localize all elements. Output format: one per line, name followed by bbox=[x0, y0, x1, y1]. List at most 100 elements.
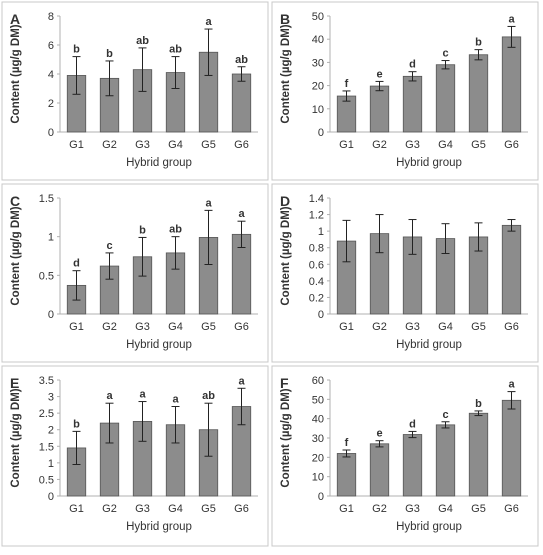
x-tick-label: G4 bbox=[168, 139, 183, 151]
panel-e: E 0 0.5 1 1.5 2 2.5 3 3.5 b G1 a G2 a G3 a G4 ab G5 a G6 Hybr… bbox=[1, 365, 269, 547]
significance-label: a bbox=[205, 197, 212, 209]
significance-label: d bbox=[73, 258, 80, 270]
x-tick-label: G5 bbox=[201, 321, 216, 333]
x-axis-title: Hybrid group bbox=[396, 339, 462, 351]
y-tick-label: 4 bbox=[48, 69, 54, 81]
x-axis-title: Hybrid group bbox=[126, 521, 192, 533]
y-tick-label: 0 bbox=[318, 491, 324, 503]
significance-label: ab bbox=[202, 390, 215, 402]
x-tick-label: G5 bbox=[471, 503, 486, 515]
significance-label: b bbox=[73, 418, 80, 430]
panel-label: A bbox=[10, 11, 20, 27]
y-tick-label: 6 bbox=[48, 40, 54, 52]
significance-label: ab bbox=[169, 44, 182, 56]
y-tick-label: 0.5 bbox=[39, 474, 54, 486]
x-tick-label: G4 bbox=[168, 503, 183, 515]
panel-border bbox=[1, 1, 269, 181]
y-tick-label: 0.2 bbox=[309, 292, 324, 304]
x-tick-label: G3 bbox=[135, 139, 150, 151]
panel-b: B 0 10 20 30 40 50 f G1 e G2 d G3 c G4 b G5 a G6 Hybrid gro… bbox=[271, 1, 539, 181]
y-tick-label: 3.5 bbox=[39, 375, 54, 387]
y-axis-title: Content (µg/g DM) bbox=[10, 206, 22, 305]
x-tick-label: G1 bbox=[339, 321, 354, 333]
bar-g6 bbox=[231, 73, 252, 133]
x-tick-label: G3 bbox=[405, 139, 420, 151]
x-tick-label: G1 bbox=[69, 503, 84, 515]
bar-g3 bbox=[402, 75, 423, 133]
y-tick-label: 1 bbox=[48, 458, 54, 470]
panel-label: B bbox=[280, 11, 290, 27]
panel-border bbox=[1, 365, 269, 547]
y-tick-label: 60 bbox=[312, 375, 324, 387]
y-tick-label: 0 bbox=[318, 127, 324, 139]
significance-label: b bbox=[73, 44, 80, 56]
significance-label: b bbox=[139, 224, 146, 236]
x-tick-label: G3 bbox=[135, 503, 150, 515]
y-tick-label: 1 bbox=[318, 226, 324, 238]
significance-label: a bbox=[205, 16, 212, 28]
significance-label: d bbox=[409, 418, 416, 430]
panel-border bbox=[1, 183, 269, 363]
significance-label: b bbox=[106, 48, 113, 60]
panel-c: C 0 0.5 1 1.5 d G1 c G2 b G3 ab G4 a G5 a G6 Hybrid group… bbox=[1, 183, 269, 363]
x-tick-label: G2 bbox=[372, 139, 387, 151]
panel-border bbox=[271, 183, 539, 363]
bar-g4 bbox=[435, 64, 456, 133]
y-tick-label: 0.8 bbox=[309, 243, 324, 255]
significance-label: c bbox=[106, 240, 112, 252]
x-tick-label: G5 bbox=[201, 139, 216, 151]
y-tick-label: 2.5 bbox=[39, 408, 54, 420]
x-tick-label: G6 bbox=[234, 321, 249, 333]
x-tick-label: G2 bbox=[102, 503, 117, 515]
y-tick-label: 0.4 bbox=[309, 276, 324, 288]
y-tick-label: 0 bbox=[48, 491, 54, 503]
x-tick-label: G1 bbox=[69, 321, 84, 333]
x-axis-title: Hybrid group bbox=[396, 521, 462, 533]
y-tick-label: 0.5 bbox=[39, 270, 54, 282]
bar-g6 bbox=[501, 224, 522, 315]
panel-border bbox=[271, 1, 539, 181]
x-tick-label: G4 bbox=[438, 503, 453, 515]
y-tick-label: 20 bbox=[312, 452, 324, 464]
y-tick-label: 0 bbox=[318, 309, 324, 321]
panel-label: D bbox=[280, 193, 290, 209]
y-tick-label: 50 bbox=[312, 11, 324, 23]
x-tick-label: G6 bbox=[504, 139, 519, 151]
y-tick-label: 40 bbox=[312, 414, 324, 426]
significance-label: e bbox=[376, 68, 382, 80]
significance-label: a bbox=[508, 379, 515, 391]
bar-g5 bbox=[468, 412, 489, 497]
y-tick-label: 50 bbox=[312, 394, 324, 406]
x-tick-label: G2 bbox=[102, 139, 117, 151]
y-tick-label: 30 bbox=[312, 433, 324, 445]
significance-label: a bbox=[238, 208, 245, 220]
y-tick-label: 30 bbox=[312, 57, 324, 69]
x-tick-label: G5 bbox=[471, 139, 486, 151]
y-tick-label: 1 bbox=[48, 232, 54, 244]
y-tick-label: 10 bbox=[312, 472, 324, 484]
significance-label: a bbox=[508, 13, 515, 25]
x-tick-label: G3 bbox=[405, 321, 420, 333]
y-axis-title: Content (µg/g DM) bbox=[280, 388, 292, 487]
significance-label: a bbox=[106, 390, 113, 402]
y-axis-title: Content (µg/g DM) bbox=[280, 206, 292, 305]
significance-label: a bbox=[238, 375, 245, 387]
x-tick-label: G2 bbox=[372, 503, 387, 515]
bar-g2 bbox=[369, 85, 390, 133]
x-tick-label: G1 bbox=[69, 139, 84, 151]
significance-label: f bbox=[345, 437, 349, 449]
x-tick-label: G4 bbox=[438, 139, 453, 151]
x-tick-label: G1 bbox=[339, 503, 354, 515]
y-axis-title: Content (µg/g DM) bbox=[10, 24, 22, 123]
bar-g5 bbox=[468, 54, 489, 133]
panel-d: D 0 0.2 0.4 0.6 0.8 1 1.2 1.4 G1 G2 G3 G4 G5 G6 Hybrid … bbox=[271, 183, 539, 363]
x-tick-label: G1 bbox=[339, 139, 354, 151]
significance-label: e bbox=[376, 428, 382, 440]
bar-g1 bbox=[336, 453, 357, 497]
y-tick-label: 20 bbox=[312, 81, 324, 93]
x-tick-label: G5 bbox=[201, 503, 216, 515]
y-tick-label: 1.5 bbox=[39, 441, 54, 453]
x-tick-label: G3 bbox=[135, 321, 150, 333]
panel-a: A 0 2 4 6 8 b G1 b G2 ab G3 ab G4 a G5 ab G6 Hybrid group C… bbox=[1, 1, 269, 181]
